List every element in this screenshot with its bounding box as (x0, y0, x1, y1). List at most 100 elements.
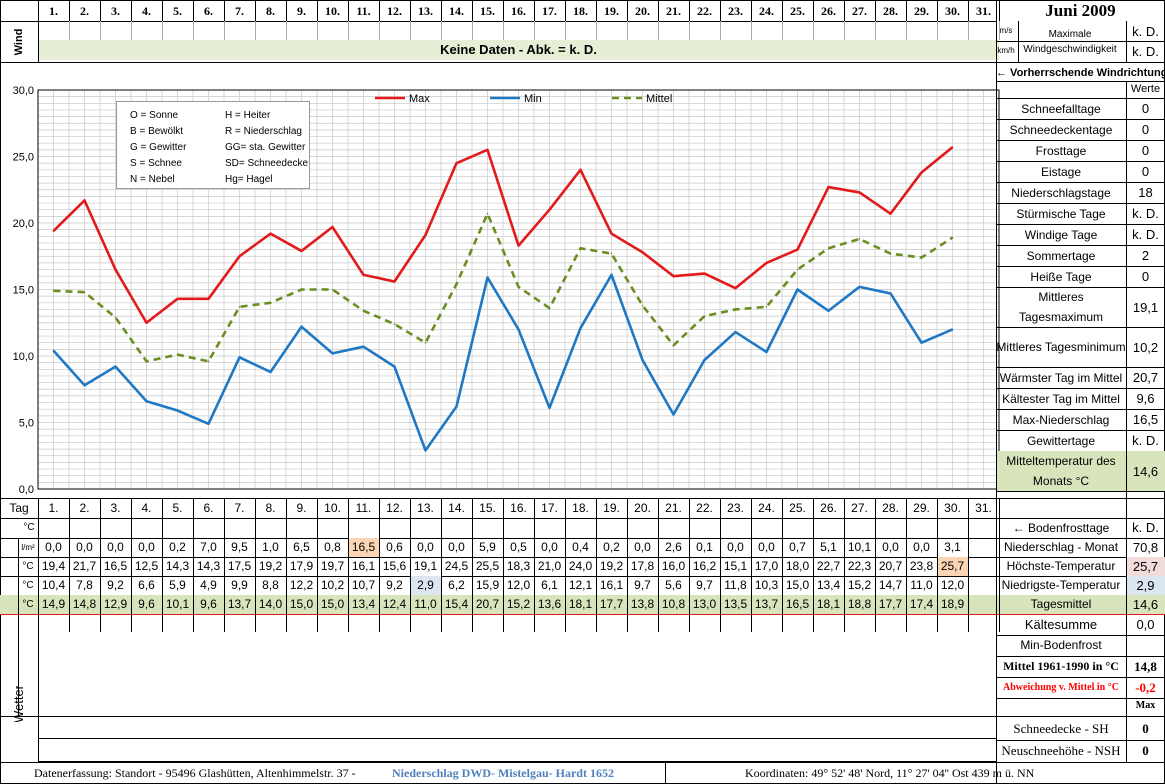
grid-line (996, 98, 1165, 99)
day-header: 2. (80, 4, 89, 18)
table-cell: 0,6 (386, 540, 403, 554)
table-cell: 18,1 (568, 597, 593, 611)
data-point-mittel (579, 247, 582, 250)
data-point-min (517, 328, 520, 331)
table-cell: 15,0 (785, 578, 810, 592)
day-header-bottom: 22. (696, 501, 713, 515)
grid-line (782, 21, 783, 40)
day-header-bottom: 14. (448, 501, 465, 515)
table-cell: 0,0 (758, 540, 775, 554)
grid-line (996, 327, 1165, 328)
table-cell: 24,0 (568, 559, 593, 573)
table-cell: 6,1 (541, 578, 558, 592)
grid-line (996, 698, 1165, 699)
day-header: 8. (266, 4, 275, 18)
grid-line (627, 498, 628, 632)
grid-line (348, 0, 349, 21)
table-cell: 8,8 (262, 578, 279, 592)
grid-line (441, 0, 442, 21)
grid-line (503, 498, 504, 632)
grid-line (503, 21, 504, 40)
day-header-bottom: 28. (882, 501, 899, 515)
day-header: 6. (204, 4, 213, 18)
day-header: 19. (604, 4, 619, 18)
grid-line (996, 140, 1165, 141)
day-header-bottom: 15. (479, 501, 496, 515)
table-cell: 17,0 (754, 559, 779, 573)
grid-line (441, 498, 442, 632)
day-header-bottom: 20. (634, 501, 651, 515)
grid-line (472, 498, 473, 632)
kaeltesumme-value: 0,0 (1136, 617, 1155, 632)
min-bodenfrost-label: Min-Bodenfrost (1020, 638, 1102, 652)
day-header: 26. (821, 4, 836, 18)
grid-line (782, 498, 783, 632)
stat-label: Frosttage (1035, 143, 1087, 158)
table-cell: 11,8 (724, 578, 747, 592)
grid-line (38, 614, 39, 762)
grid-line (0, 614, 1165, 615)
data-point-max (424, 234, 427, 236)
stat-label: Stürmische Tage (1016, 206, 1106, 221)
footer-coordinates: Koordinaten: 49° 52' 48' Nord, 11° 27' 0… (745, 766, 1035, 780)
table-cell: 5,9 (479, 540, 496, 554)
table-cell: 1,0 (262, 540, 279, 554)
data-point-max (827, 186, 830, 188)
grid-line (193, 0, 194, 21)
grid-line (996, 740, 1165, 741)
wind-unit-kmh: km/h (997, 46, 1015, 55)
table-cell (968, 538, 999, 557)
grid-line (534, 0, 535, 21)
table-cell: 25,7 (937, 557, 968, 576)
day-header: 9. (297, 4, 306, 18)
grid-line (317, 0, 318, 21)
day-header-bottom: 29. (913, 501, 930, 515)
grid-line (996, 498, 997, 784)
grid-line (937, 21, 938, 40)
day-header: 16. (511, 4, 526, 18)
wind-direction-label: ← Vorherrschende Windrichtung (996, 67, 1165, 79)
grid-line (255, 21, 256, 40)
data-point-min (641, 359, 644, 361)
day-header: 31. (976, 4, 991, 18)
grid-line (996, 0, 997, 62)
grid-line (38, 498, 39, 632)
grid-line (875, 21, 876, 40)
table-cell: 17,7 (599, 597, 624, 611)
grid-line (0, 716, 1165, 717)
table-cell: 13,5 (723, 597, 748, 611)
grid-line (813, 21, 814, 40)
day-header: 24. (759, 4, 774, 18)
table-cell: 10,8 (661, 597, 686, 611)
grid-line (996, 41, 1165, 42)
weather-legend-item: SD= Schneedecke (225, 158, 309, 169)
data-point-mittel (176, 353, 179, 356)
table-cell: 16,5 (785, 597, 810, 611)
stat-highlight-bg (996, 451, 1165, 491)
max-label: Max (1135, 700, 1156, 711)
grid-line (131, 21, 132, 40)
grid-line (751, 0, 752, 21)
row-total: 25,7 (1126, 557, 1165, 576)
data-point-mittel (300, 288, 303, 291)
table-cell: 21,0 (537, 559, 562, 573)
data-point-max (455, 162, 458, 164)
data-point-min (393, 365, 396, 368)
day-header-bottom: 30. (944, 501, 961, 515)
table-cell (968, 595, 999, 614)
stat-label: Windige Tage (1024, 227, 1098, 242)
day-header-bottom: 1. (48, 501, 59, 515)
stat-label: Heiße Tage (1030, 269, 1092, 284)
data-point-mittel (52, 290, 55, 292)
weather-legend-item: O = Sonne (130, 110, 179, 121)
grid-line (0, 21, 996, 22)
grid-line (0, 557, 1165, 558)
grid-line (0, 498, 1165, 499)
table-cell: 9,6 (200, 597, 217, 611)
data-point-mittel (362, 309, 365, 312)
weather-legend-item: S = Schnee (130, 158, 182, 169)
day-header: 10. (325, 4, 340, 18)
row-unit: l/m² (21, 543, 35, 552)
table-cell: 9,5 (231, 540, 248, 554)
wind-nodata-bg (38, 40, 999, 60)
